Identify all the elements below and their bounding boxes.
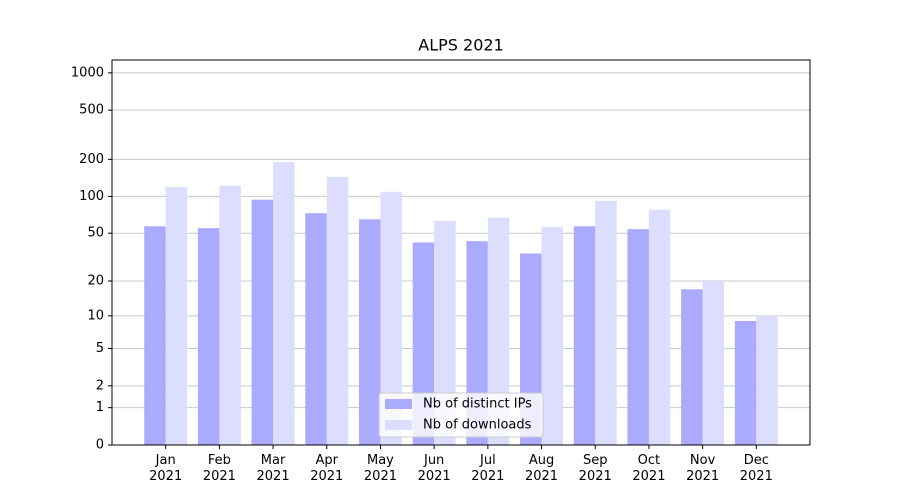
bar [595, 200, 617, 445]
bar [681, 289, 703, 445]
x-tick-label: Jan 2021 [149, 453, 183, 484]
x-tick-label: Jun 2021 [417, 453, 451, 484]
bar [756, 315, 778, 445]
bar [487, 217, 510, 445]
bar [573, 226, 596, 445]
x-tick-label: Oct 2021 [632, 453, 666, 484]
y-tick-label: 50 [87, 226, 104, 241]
bar [165, 187, 188, 445]
bar [251, 199, 274, 445]
y-tick-label: 200 [79, 152, 104, 167]
x-tick-label: Feb 2021 [202, 453, 236, 484]
y-tick-label: 1 [96, 400, 104, 415]
y-tick-label: 2 [96, 378, 104, 393]
bar [305, 213, 327, 445]
bar [648, 209, 671, 445]
x-tick-label: Apr 2021 [310, 453, 344, 484]
bar [734, 320, 757, 445]
legend-label: Nb of downloads [423, 418, 532, 433]
chart-title: ALPS 2021 [418, 36, 503, 55]
bar [434, 220, 456, 445]
plot-frame [111, 59, 811, 446]
legend-swatch [385, 420, 412, 430]
bar [219, 185, 241, 446]
x-tick-label: Dec 2021 [739, 453, 773, 484]
x-tick-label: Mar 2021 [256, 453, 290, 484]
bar [702, 281, 725, 445]
bar [380, 191, 402, 445]
bar [541, 227, 564, 445]
y-tick-label: 0 [96, 438, 104, 453]
y-tick-label: 100 [79, 189, 104, 204]
legend-box [378, 392, 544, 438]
y-tick-label: 10 [87, 308, 104, 323]
bar [144, 226, 166, 445]
y-tick-label: 1000 [71, 65, 104, 80]
bar [358, 219, 381, 445]
x-tick-label: Sep 2021 [578, 453, 612, 484]
bar [627, 229, 649, 445]
legend-label: Nb of distinct IPs [423, 397, 532, 412]
y-tick-label: 5 [96, 341, 104, 356]
legend-swatch [385, 399, 412, 409]
y-tick-label: 20 [87, 274, 104, 289]
x-tick-label: Jul 2021 [471, 453, 505, 484]
x-tick-label: Nov 2021 [686, 453, 720, 484]
x-tick-label: Aug 2021 [524, 453, 559, 484]
x-tick-label: May 2021 [363, 453, 397, 484]
bar [273, 162, 295, 446]
y-tick-label: 500 [79, 103, 104, 118]
bar [326, 176, 349, 445]
bar [197, 228, 220, 445]
legend: Nb of distinct IPs Nb of downloads [378, 392, 544, 438]
